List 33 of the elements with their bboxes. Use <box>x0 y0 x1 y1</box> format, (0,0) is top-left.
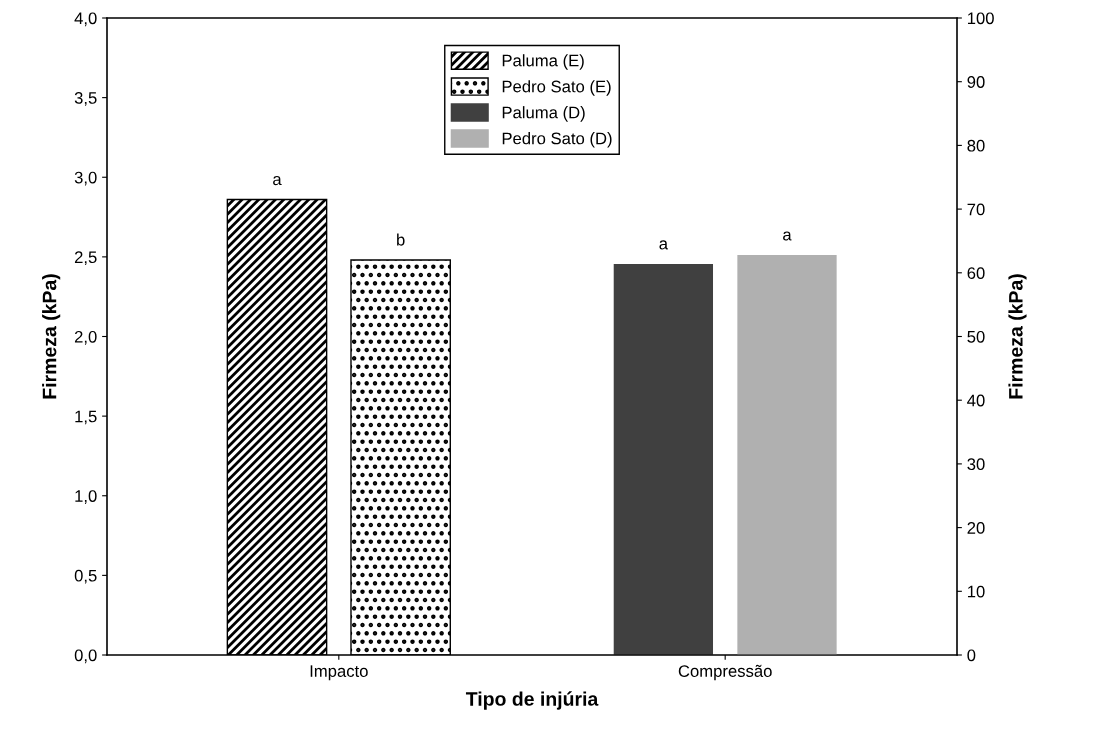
annotation: b <box>397 233 405 246</box>
y-tick-label: 0,5 <box>74 569 97 584</box>
legend-label: Pedro Sato (E) <box>502 80 611 96</box>
y2-tick-label: 90 <box>967 76 985 88</box>
y2-tick-label: 100 <box>967 12 994 25</box>
y-tick-label: 2,0 <box>74 330 97 345</box>
legend-label: Paluma (E) <box>502 54 584 70</box>
y-tick-label: 3,0 <box>74 171 97 186</box>
annotation: a <box>273 176 282 186</box>
y-axis-title: Firmeza (kPa) <box>42 274 61 399</box>
y-tick-label: 3,5 <box>74 92 97 106</box>
y2-tick-label: 60 <box>967 267 985 279</box>
y-tick-label: 4,0 <box>74 12 97 27</box>
y-tick-label: 0,0 <box>74 649 97 664</box>
legend-label: Paluma (D) <box>502 106 585 122</box>
y2-tick-label: 30 <box>967 458 985 471</box>
y2-tick-label: 80 <box>967 139 985 152</box>
legend-label: Pedro Sato (D) <box>502 132 612 148</box>
x-tick-label: Impacto <box>310 665 368 681</box>
y2-tick-label: 20 <box>967 522 985 534</box>
x-axis-title: Tipo de injúria <box>465 691 599 710</box>
y2-tick-label: 70 <box>967 203 985 216</box>
y2-tick-label: 40 <box>967 394 985 407</box>
annotation: a <box>659 240 668 250</box>
y2-tick-label: 50 <box>967 330 985 343</box>
y2-axis-title: Firmeza (kPa) <box>1008 274 1027 399</box>
x-tick-label: Compressão <box>678 664 772 681</box>
annotation: a <box>783 231 792 241</box>
y-tick-label: 1,5 <box>75 410 97 425</box>
y2-tick-label: 0 <box>967 649 976 662</box>
y-tick-label: 2,5 <box>74 251 97 266</box>
y2-tick-label: 10 <box>967 585 985 598</box>
y-tick-label: 1,0 <box>75 490 97 504</box>
